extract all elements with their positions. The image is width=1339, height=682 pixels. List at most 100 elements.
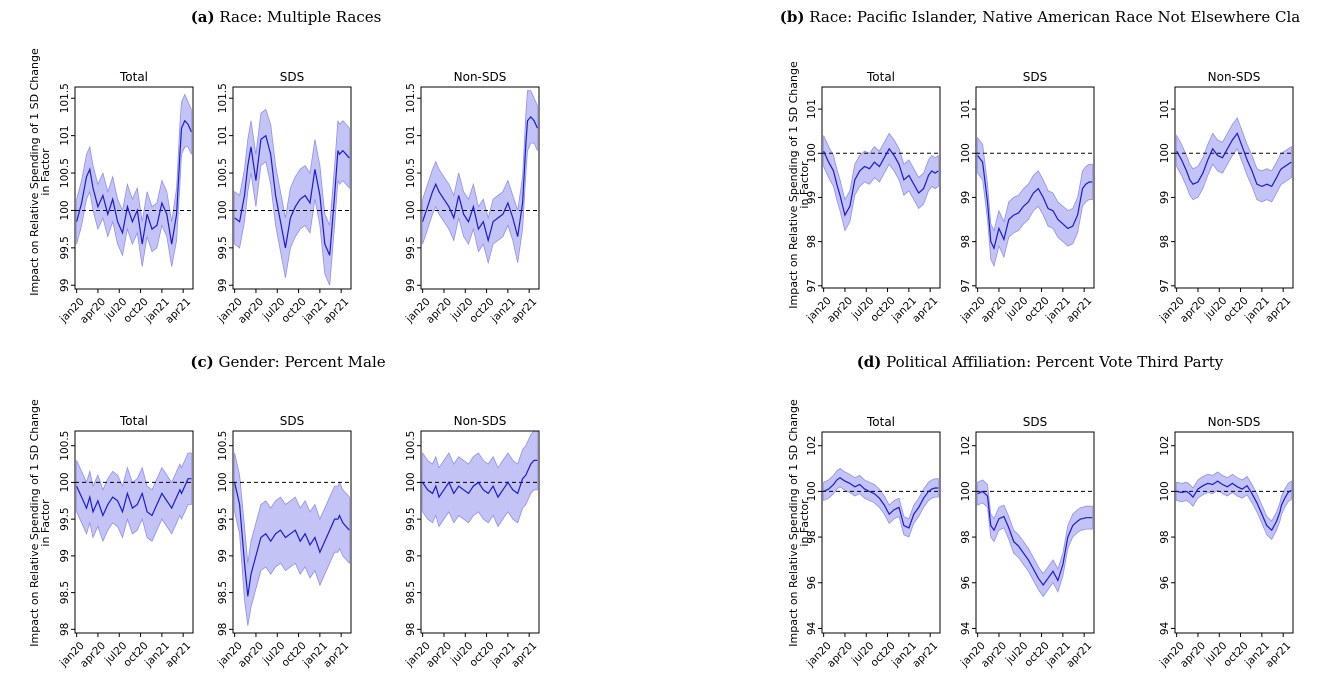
y-tick-label: 100 (59, 472, 71, 492)
panel-title: (a) Race: Multiple Races (191, 8, 382, 26)
y-tick-label: 100 (806, 481, 818, 501)
y-tick-label: 101.5 (217, 83, 229, 113)
confidence-band (234, 108, 350, 286)
subplot-non-sds: Non-SDS949698100102jan20apr20jul20oct20j… (1157, 415, 1294, 670)
subplot-non-sds: Non-SDS979899100101jan20apr20jul20oct20j… (1157, 70, 1294, 325)
confidence-band (823, 132, 939, 232)
y-tick-label: 97 (1159, 279, 1171, 292)
confidence-band (234, 452, 350, 626)
y-tick-label: 99 (217, 279, 229, 292)
confidence-band (1176, 117, 1292, 203)
y-tick-label: 100 (405, 472, 417, 492)
series-line (823, 476, 939, 529)
y-tick-label: 97 (960, 279, 972, 292)
subplot-title: SDS (1023, 70, 1047, 84)
y-tick-label: 96 (806, 576, 818, 590)
y-axis-title: Impact on Relative Spending of 1 SD Chan… (787, 399, 811, 647)
y-tick-label: 100.5 (59, 431, 71, 461)
y-tick-label: 101 (960, 99, 972, 119)
subplot-title: Total (866, 70, 895, 84)
subplot-title: SDS (1023, 415, 1047, 429)
y-tick-label: 101.5 (59, 83, 71, 113)
y-tick-label: 99 (59, 279, 71, 292)
y-tick-label: 101 (217, 126, 229, 146)
y-tick-label: 98 (1159, 530, 1171, 543)
panel-title-text: Race: Pacific Islander, Native American … (804, 8, 1300, 26)
y-tick-label: 98 (806, 530, 818, 543)
y-tick-label: 100 (960, 143, 972, 163)
series-line (422, 459, 538, 499)
y-axis-title-line: in Factor (798, 161, 811, 209)
y-axis-title: Impact on Relative Spending of 1 SD Chan… (28, 399, 52, 647)
y-axis-title-line: Impact on Relative Spending of 1 SD Chan… (28, 399, 41, 647)
confidence-band (977, 136, 1093, 268)
y-tick-label: 97 (806, 279, 818, 292)
y-tick-label: 100 (217, 200, 229, 220)
y-tick-label: 100 (217, 472, 229, 492)
panel-label: (a) (191, 8, 215, 26)
confidence-band (422, 90, 538, 265)
y-tick-label: 98.5 (405, 581, 417, 604)
y-tick-label: 99 (806, 191, 818, 204)
y-tick-label: 98 (1159, 235, 1171, 248)
panel-label: (c) (190, 353, 213, 371)
y-tick-label: 96 (1159, 576, 1171, 590)
y-axis-title-line: in Factor (798, 499, 811, 547)
y-tick-label: 100.5 (405, 431, 417, 461)
y-tick-label: 99 (217, 549, 229, 562)
subplot-title: Non-SDS (454, 414, 507, 428)
subplot-title: SDS (280, 70, 304, 84)
confidence-band (422, 430, 538, 528)
y-tick-label: 100 (1159, 481, 1171, 501)
y-tick-label: 98.5 (59, 581, 71, 604)
subplot-title: Non-SDS (1208, 70, 1261, 84)
y-tick-label: 94 (960, 621, 972, 635)
subplot-sds: SDS949698100102jan20apr20jul20oct20jan21… (958, 415, 1095, 670)
subplot-title: Non-SDS (454, 70, 507, 84)
axes-frame (232, 430, 352, 634)
series-line (76, 478, 192, 518)
series-line (977, 490, 1093, 587)
subplot-total: Total9999.5100100.5101101.5jan20apr20jul… (57, 70, 194, 326)
y-tick-label: 99 (59, 549, 71, 562)
y-tick-label: 100 (405, 200, 417, 220)
axes-frame (821, 431, 941, 634)
y-tick-label: 98 (806, 235, 818, 248)
axes-frame (420, 430, 540, 634)
y-tick-label: 101 (59, 126, 71, 146)
y-tick-label: 99.5 (59, 507, 71, 530)
y-tick-label: 99.5 (405, 507, 417, 530)
confidence-band (1176, 471, 1292, 541)
y-axis-title-line: in Factor (39, 499, 52, 547)
subplot-non-sds: Non-SDS9898.59999.5100100.5jan20apr20jul… (403, 414, 540, 670)
y-tick-label: 99.5 (217, 507, 229, 530)
panel-c: (c) Gender: Percent Male Impact on Relati… (28, 353, 540, 670)
panel-label: (b) (780, 8, 805, 26)
y-tick-label: 101 (1159, 99, 1171, 119)
subplot-title: SDS (280, 414, 304, 428)
y-axis-title-line: Impact on Relative Spending of 1 SD Chan… (787, 61, 800, 309)
y-tick-label: 100 (806, 143, 818, 163)
series-line (1176, 132, 1292, 188)
series-line (422, 115, 538, 243)
y-tick-label: 99 (960, 191, 972, 204)
subplot-sds: SDS9898.59999.5100100.5jan20apr20jul20oc… (215, 414, 352, 670)
subplot-sds: SDS979899100101jan20apr20jul20oct20jan21… (958, 70, 1095, 325)
axes-frame (975, 86, 1095, 289)
y-tick-label: 100.5 (405, 158, 417, 188)
subplot-total: Total949698100102jan20apr20jul20oct20jan… (804, 415, 941, 670)
panel-title-text: Political Affiliation: Percent Vote Thir… (881, 353, 1223, 371)
confidence-band (76, 452, 192, 543)
panel-title: (d) Political Affiliation: Percent Vote … (857, 353, 1224, 371)
y-tick-label: 102 (806, 436, 818, 456)
y-tick-label: 101.5 (405, 83, 417, 113)
y-tick-label: 102 (1159, 436, 1171, 456)
y-tick-label: 98 (59, 623, 71, 636)
y-axis-title-line: Impact on Relative Spending of 1 SD Chan… (787, 399, 800, 647)
y-tick-label: 101 (405, 126, 417, 146)
series-line (76, 119, 192, 245)
panel-a: (a) Race: Multiple Races Impact on Relati… (28, 8, 540, 326)
y-tick-label: 94 (806, 621, 818, 635)
y-axis-title: Impact on Relative Spending of 1 SD Chan… (28, 48, 52, 296)
y-tick-label: 98 (960, 530, 972, 543)
